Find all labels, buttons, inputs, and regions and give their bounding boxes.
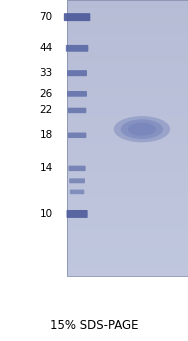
Ellipse shape: [121, 119, 163, 139]
FancyBboxPatch shape: [69, 178, 85, 183]
Text: 22: 22: [39, 105, 53, 116]
Ellipse shape: [128, 123, 156, 136]
Text: 15% SDS-PAGE: 15% SDS-PAGE: [50, 320, 138, 332]
FancyBboxPatch shape: [66, 45, 88, 52]
Text: 70: 70: [39, 12, 53, 22]
FancyBboxPatch shape: [68, 108, 86, 113]
Text: 26: 26: [39, 89, 53, 99]
FancyBboxPatch shape: [67, 70, 87, 76]
FancyBboxPatch shape: [68, 166, 86, 171]
Ellipse shape: [114, 116, 170, 142]
FancyBboxPatch shape: [68, 133, 86, 138]
FancyBboxPatch shape: [64, 13, 90, 21]
Text: 10: 10: [39, 209, 53, 219]
Text: 44: 44: [39, 43, 53, 53]
Text: 14: 14: [39, 163, 53, 174]
Text: 33: 33: [39, 68, 53, 78]
FancyBboxPatch shape: [67, 210, 88, 218]
FancyBboxPatch shape: [70, 190, 84, 194]
Text: 18: 18: [39, 130, 53, 140]
FancyBboxPatch shape: [67, 91, 87, 97]
